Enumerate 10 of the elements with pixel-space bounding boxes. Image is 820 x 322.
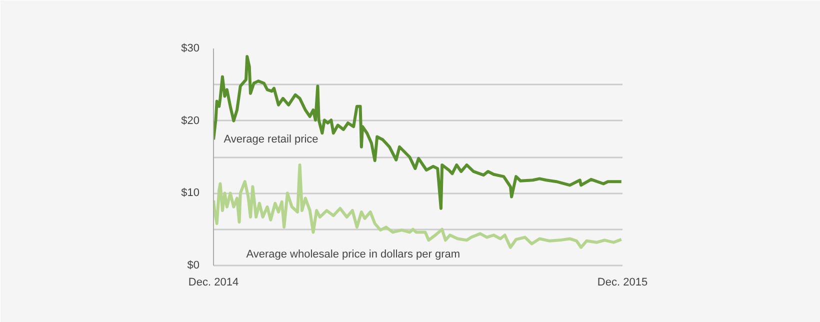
series-label: Average wholesale price in dollars per gram — [246, 248, 460, 261]
series-label: Average retail price — [224, 134, 318, 146]
x-tick-label: Dec. 2014 — [188, 276, 239, 288]
y-tick-label: $0 — [187, 260, 200, 272]
x-tick-label: Dec. 2015 — [597, 276, 648, 288]
y-tick-label: $20 — [181, 114, 200, 127]
y-tick-label: $30 — [181, 42, 200, 54]
line-series — [214, 54, 622, 210]
y-tick-label: $10 — [181, 187, 200, 200]
line-series — [214, 163, 622, 249]
